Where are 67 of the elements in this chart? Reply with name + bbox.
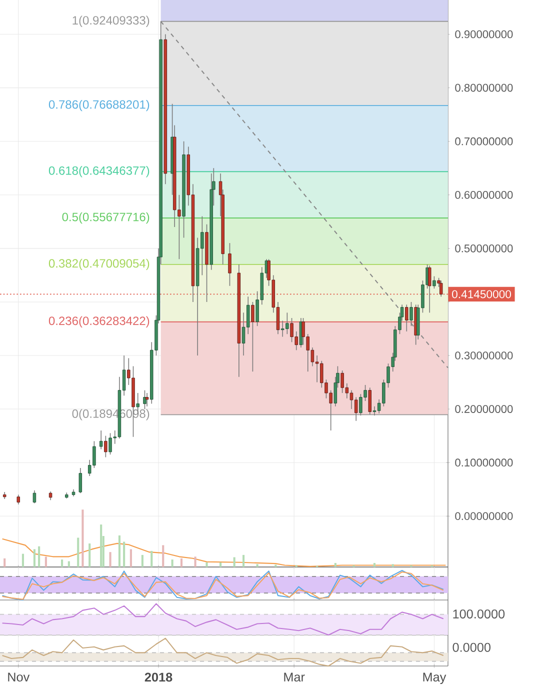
y-tick-label: 0.80000000 xyxy=(455,84,513,92)
bar xyxy=(60,560,64,567)
candlestick xyxy=(32,490,36,504)
bar xyxy=(109,552,112,567)
candlestick xyxy=(368,387,372,415)
bar xyxy=(130,549,132,567)
bar xyxy=(256,564,258,567)
candlestick xyxy=(410,302,413,326)
candlestick xyxy=(405,304,408,332)
candlestick xyxy=(145,392,149,407)
y-tick-label: 0.90000000 xyxy=(455,30,513,38)
bar xyxy=(150,550,153,567)
candlestick xyxy=(228,242,232,286)
candlestick xyxy=(99,430,103,450)
bar xyxy=(392,564,394,567)
bar xyxy=(22,554,24,567)
bar xyxy=(118,535,120,567)
bar xyxy=(373,562,376,567)
bar xyxy=(194,556,196,567)
ref-line-label: 0.41450000 xyxy=(452,290,511,298)
bar xyxy=(33,549,36,567)
bar xyxy=(180,558,183,567)
candlestick xyxy=(104,435,108,458)
bar xyxy=(233,557,236,567)
y-tick-label: 0.20000000 xyxy=(455,405,513,413)
bar xyxy=(77,538,80,567)
bar xyxy=(88,543,91,567)
x-tick-label: May xyxy=(423,672,446,684)
bar xyxy=(38,546,40,567)
ref-line-label: 0.236(0.36283422) xyxy=(48,316,150,328)
y-tick-label: 0.50000000 xyxy=(455,244,513,252)
ref-line-label: 0.786(0.76688201) xyxy=(48,100,150,112)
bar xyxy=(220,562,222,567)
y-tick-label: 0.00000000 xyxy=(455,512,513,520)
candlestick xyxy=(16,494,20,505)
bar xyxy=(44,556,47,567)
candlestick xyxy=(78,468,82,494)
y-tick-label: 0.70000000 xyxy=(455,137,513,146)
ref-line-label: 0.382(0.47009054) xyxy=(48,258,150,270)
x-tick-label: Mar xyxy=(284,672,305,682)
x-tick-label: Nov xyxy=(8,672,30,682)
bar xyxy=(141,554,144,567)
ref-line-label: 1(0.92409333) xyxy=(72,16,150,27)
bar xyxy=(206,562,208,567)
candlestick xyxy=(251,302,254,372)
ref-line-label: 0.5(0.55677716) xyxy=(62,212,150,224)
bar xyxy=(123,542,126,567)
candlestick xyxy=(143,390,146,410)
candlestick xyxy=(428,265,432,314)
text: 100.0000 xyxy=(453,610,505,618)
ref-line-label: 0.618(0.64346377) xyxy=(48,166,150,178)
bar xyxy=(68,561,70,567)
candlestick xyxy=(354,396,358,422)
bar xyxy=(100,524,102,567)
y-tick-label: 0.60000000 xyxy=(455,190,513,199)
bar xyxy=(4,558,6,567)
bar xyxy=(334,562,336,567)
y-tick-label: 0.30000000 xyxy=(455,352,513,360)
bar xyxy=(82,510,84,567)
text: 0.0000 xyxy=(452,642,490,652)
candlestick xyxy=(439,280,443,298)
y-tick-label: 0.10000000 xyxy=(455,458,513,466)
bar xyxy=(162,545,164,567)
bar xyxy=(171,560,174,567)
x-tick-label: 2018 xyxy=(144,672,172,682)
bar xyxy=(242,554,245,567)
candlestick xyxy=(432,276,436,289)
